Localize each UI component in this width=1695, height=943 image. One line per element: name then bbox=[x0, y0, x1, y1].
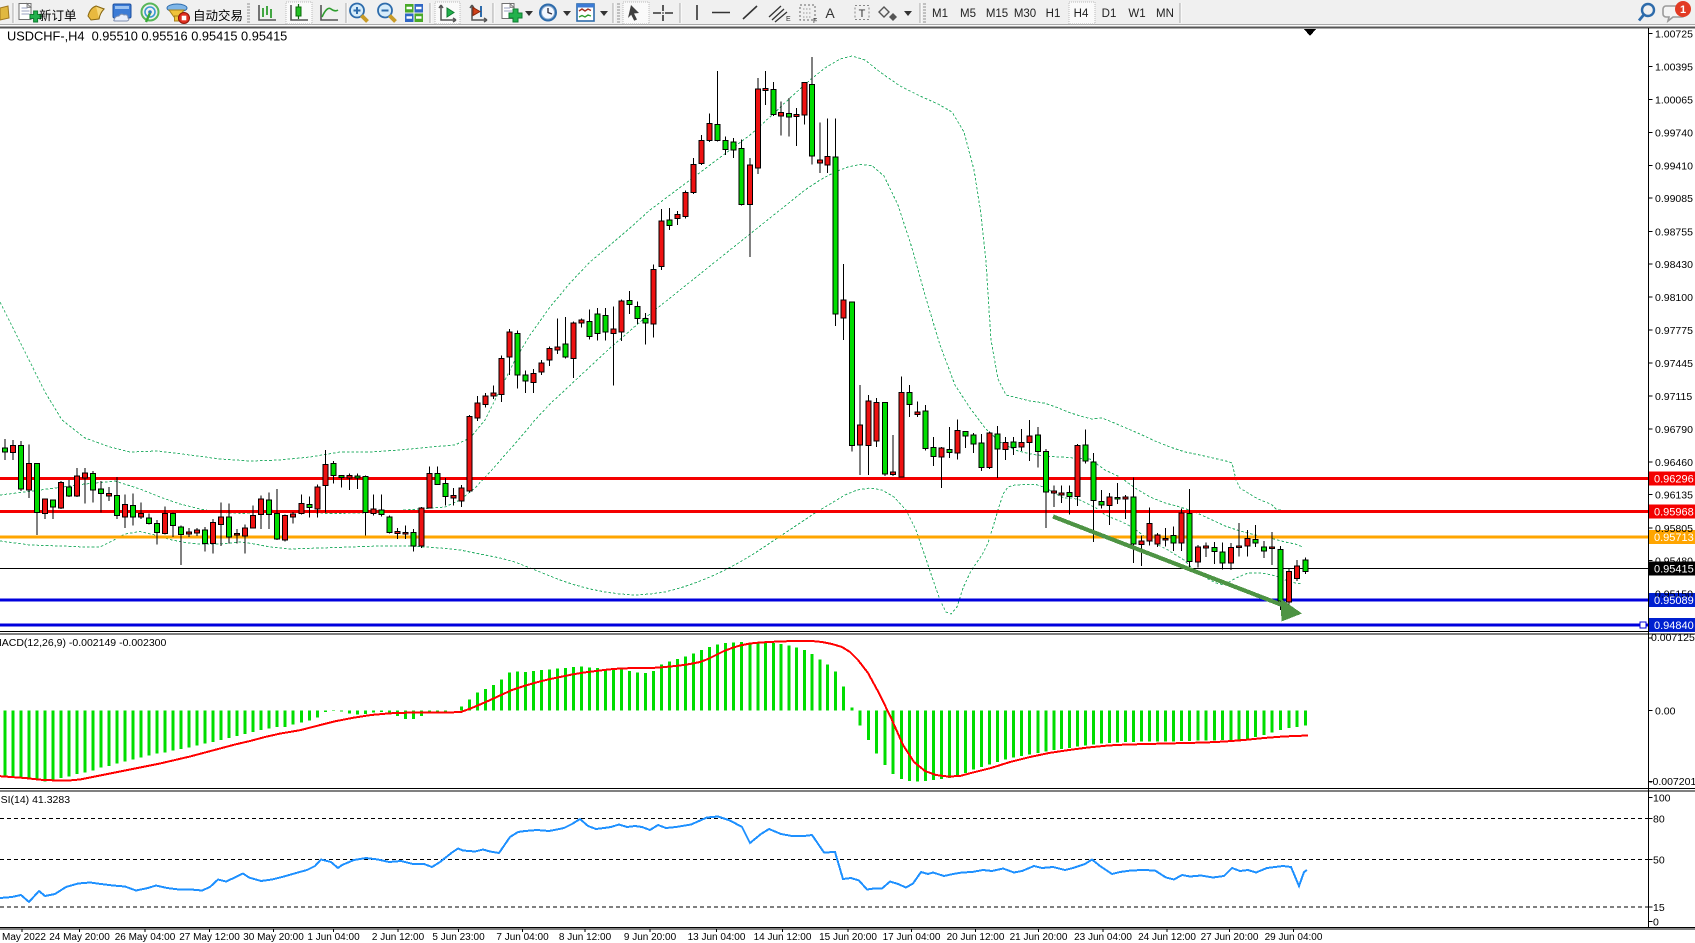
svg-text:50: 50 bbox=[1653, 855, 1665, 867]
svg-text:F: F bbox=[813, 18, 817, 25]
svg-text:24 Jun 12:00: 24 Jun 12:00 bbox=[1138, 932, 1196, 943]
svg-text:W1: W1 bbox=[1128, 8, 1145, 20]
svg-text:1.00065: 1.00065 bbox=[1655, 95, 1693, 107]
svg-text:RSI(14) 41.3283: RSI(14) 41.3283 bbox=[0, 794, 70, 806]
svg-text:17 Jun 04:00: 17 Jun 04:00 bbox=[883, 932, 941, 943]
svg-text:D1: D1 bbox=[1102, 8, 1117, 20]
svg-text:27 May 12:00: 27 May 12:00 bbox=[179, 932, 240, 943]
svg-text:27 Jun 20:00: 27 Jun 20:00 bbox=[1201, 932, 1259, 943]
svg-text:H4: H4 bbox=[1074, 8, 1089, 20]
svg-text:15: 15 bbox=[1653, 902, 1665, 914]
svg-text:9 Jun 20:00: 9 Jun 20:00 bbox=[624, 932, 677, 943]
svg-text:20 Jun 12:00: 20 Jun 12:00 bbox=[947, 932, 1005, 943]
svg-text:M30: M30 bbox=[1014, 8, 1036, 20]
svg-text:-0.007201: -0.007201 bbox=[1649, 776, 1695, 788]
svg-text:T: T bbox=[859, 8, 866, 20]
svg-text:0.95805: 0.95805 bbox=[1655, 523, 1693, 535]
svg-text:0.95480: 0.95480 bbox=[1655, 556, 1693, 568]
svg-text:15 Jun 20:00: 15 Jun 20:00 bbox=[819, 932, 877, 943]
svg-text:0: 0 bbox=[1653, 917, 1659, 929]
svg-text:7 Jun 04:00: 7 Jun 04:00 bbox=[496, 932, 549, 943]
svg-text:5 Jun 23:00: 5 Jun 23:00 bbox=[432, 932, 485, 943]
svg-text:0.99410: 0.99410 bbox=[1655, 161, 1693, 173]
svg-text:M1: M1 bbox=[932, 8, 948, 20]
svg-text:0.95415: 0.95415 bbox=[1654, 564, 1694, 576]
svg-text:30 May 20:00: 30 May 20:00 bbox=[243, 932, 304, 943]
svg-text:21 Jun 20:00: 21 Jun 20:00 bbox=[1010, 932, 1068, 943]
svg-text:H1: H1 bbox=[1046, 8, 1061, 20]
svg-text:M15: M15 bbox=[986, 8, 1008, 20]
svg-text:13 Jun 04:00: 13 Jun 04:00 bbox=[688, 932, 746, 943]
svg-text:0.97775: 0.97775 bbox=[1655, 325, 1693, 337]
svg-text:0.95713: 0.95713 bbox=[1654, 532, 1694, 544]
svg-text:1 Jun 04:00: 1 Jun 04:00 bbox=[307, 932, 360, 943]
svg-text:0.95150: 0.95150 bbox=[1655, 589, 1693, 601]
svg-text:26 May 04:00: 26 May 04:00 bbox=[115, 932, 176, 943]
svg-text:0.96296: 0.96296 bbox=[1654, 474, 1694, 486]
svg-text:24 May 20:00: 24 May 20:00 bbox=[49, 932, 110, 943]
svg-text:0.98100: 0.98100 bbox=[1655, 292, 1693, 304]
svg-text:1.00725: 1.00725 bbox=[1655, 28, 1693, 40]
svg-text:0.96460: 0.96460 bbox=[1655, 457, 1693, 469]
svg-text:May 2022: May 2022 bbox=[2, 932, 46, 943]
svg-text:0.99740: 0.99740 bbox=[1655, 127, 1693, 139]
svg-text:0.96135: 0.96135 bbox=[1655, 490, 1693, 502]
svg-text:0.95089: 0.95089 bbox=[1654, 595, 1694, 607]
svg-text:0.97445: 0.97445 bbox=[1655, 358, 1693, 370]
svg-text:0.98430: 0.98430 bbox=[1655, 259, 1693, 271]
svg-text:A: A bbox=[825, 5, 835, 21]
svg-text:100: 100 bbox=[1653, 793, 1671, 805]
svg-text:0.98755: 0.98755 bbox=[1655, 226, 1693, 238]
svg-text:29 Jun 04:00: 29 Jun 04:00 bbox=[1265, 932, 1323, 943]
svg-text:8 Jun 12:00: 8 Jun 12:00 bbox=[559, 932, 612, 943]
svg-text:23 Jun 04:00: 23 Jun 04:00 bbox=[1074, 932, 1132, 943]
svg-text:80: 80 bbox=[1653, 814, 1665, 826]
svg-text:0.94840: 0.94840 bbox=[1654, 620, 1694, 632]
svg-text:E: E bbox=[786, 16, 791, 23]
svg-text:0.95968: 0.95968 bbox=[1654, 507, 1694, 519]
svg-text:2 Jun 12:00: 2 Jun 12:00 bbox=[372, 932, 425, 943]
svg-text:0.99085: 0.99085 bbox=[1655, 193, 1693, 205]
svg-text:MACD(12,26,9) -0.002149 -0.002: MACD(12,26,9) -0.002149 -0.002300 bbox=[0, 637, 167, 649]
svg-text:MN: MN bbox=[1156, 8, 1174, 20]
svg-text:1.00395: 1.00395 bbox=[1655, 62, 1693, 74]
svg-text:USDCHF-,H4 0.95510 0.95516 0.: USDCHF-,H4 0.95510 0.95516 0.95415 0.954… bbox=[7, 29, 287, 44]
svg-text:0.96790: 0.96790 bbox=[1655, 424, 1693, 436]
svg-text:14 Jun 12:00: 14 Jun 12:00 bbox=[754, 932, 812, 943]
svg-text:0.007125: 0.007125 bbox=[1651, 632, 1695, 644]
svg-text:M5: M5 bbox=[960, 8, 976, 20]
svg-text:1: 1 bbox=[1680, 4, 1686, 16]
svg-text:0.00: 0.00 bbox=[1655, 706, 1676, 718]
svg-text:0.97115: 0.97115 bbox=[1655, 391, 1692, 403]
